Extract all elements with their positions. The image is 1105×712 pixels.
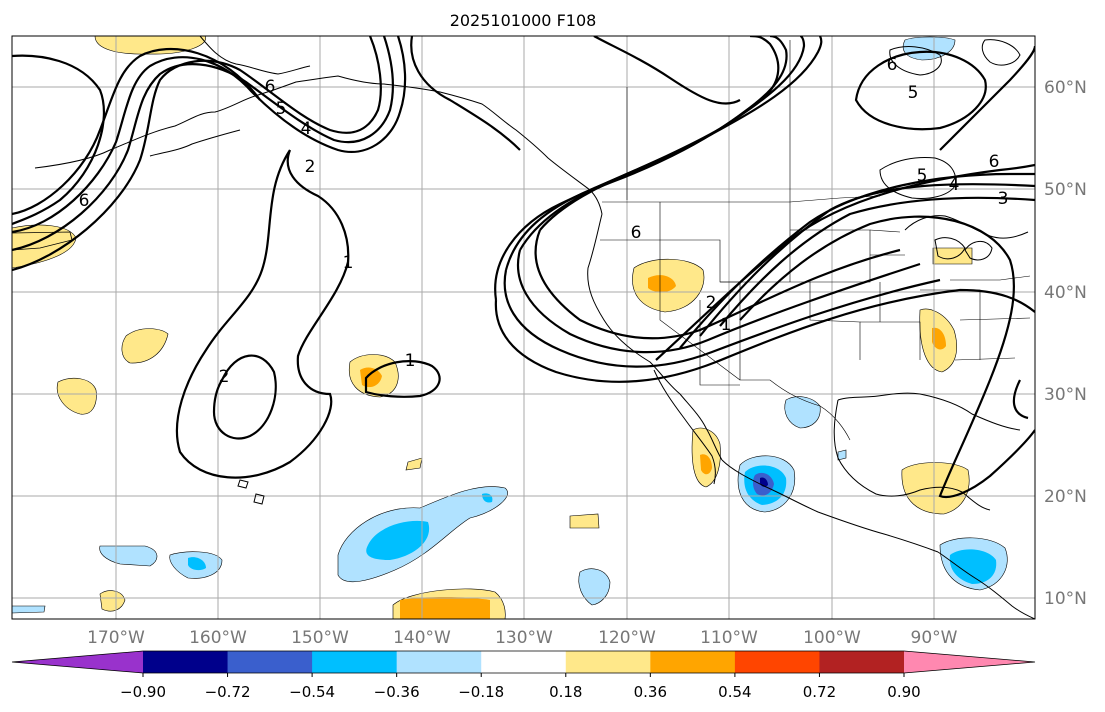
contour-label: 4: [949, 175, 960, 195]
lon-label: 160°W: [189, 628, 247, 648]
longitude-labels: 170°W 160°W 150°W 140°W 130°W 120°W 110°…: [87, 628, 958, 648]
colorbar-segment: [12, 651, 143, 673]
coastlines: [34, 36, 1035, 619]
lat-label: 20°N: [1044, 487, 1087, 507]
contour-label: 6: [631, 223, 642, 243]
contour-label: 2: [219, 367, 230, 387]
colorbar-segment: [904, 651, 1035, 673]
lon-label: 130°W: [495, 628, 553, 648]
colorbar-segment: [734, 651, 820, 673]
latitude-labels: 60°N 50°N 40°N 30°N 20°N 10°N: [1044, 78, 1087, 609]
contour-label: 5: [908, 83, 919, 103]
lat-label: 60°N: [1044, 78, 1087, 98]
contour-label: 1: [343, 253, 354, 273]
contour-label: 6: [989, 152, 1000, 172]
contour-label: 3: [998, 189, 1009, 209]
map-title: 2025101000 F108: [450, 11, 597, 30]
colorbar: −0.90 −0.72 −0.54 −0.36 −0.18 0.18 0.36 0.54 0.7…: [11, 650, 1036, 701]
colorbar-tick-label: −0.90: [120, 683, 166, 701]
lon-label: 140°W: [393, 628, 451, 648]
contour-label: 4: [301, 119, 312, 139]
map-frame: [11, 35, 1036, 620]
contour-label: 1: [721, 315, 732, 335]
lon-label: 110°W: [700, 628, 758, 648]
lat-label: 30°N: [1044, 385, 1087, 405]
contour-label: 6: [265, 77, 276, 97]
lat-label: 10°N: [1044, 589, 1087, 609]
lat-label: 40°N: [1044, 283, 1087, 303]
contour-label: 5: [917, 166, 928, 186]
map-panel: 6 5 4 2 6 1 2 1 6 2 1 6 5 4 3 6 5: [11, 35, 1036, 620]
colorbar-segment: [650, 651, 736, 673]
colorbar-tick-label: −0.18: [458, 683, 504, 701]
colorbar-tick-label: 0.54: [718, 683, 751, 701]
colorbar-tick-label: 0.36: [634, 683, 667, 701]
contour-label: 6: [79, 191, 90, 211]
colorbar-segment: [396, 651, 482, 673]
contour-label: 1: [405, 351, 416, 371]
lon-label: 170°W: [87, 628, 145, 648]
colorbar-tick-label: 0.18: [549, 683, 582, 701]
contour-label: 5: [276, 99, 287, 119]
colorbar-tick-label: −0.36: [374, 683, 420, 701]
contour-label: 2: [305, 157, 316, 177]
anomaly-shading: [12, 36, 1008, 619]
colorbar-segment: [143, 651, 229, 673]
colorbar-segment: [565, 651, 651, 673]
colorbar-tick-label: −0.72: [205, 683, 251, 701]
contour-label: 2: [706, 293, 717, 313]
lon-label: 120°W: [598, 628, 656, 648]
lon-label: 90°W: [911, 628, 958, 648]
colorbar-segment: [227, 651, 313, 673]
lon-label: 100°W: [803, 628, 861, 648]
colorbar-segment: [481, 651, 567, 673]
height-contours: [12, 36, 1035, 499]
lat-label: 50°N: [1044, 180, 1087, 200]
colorbar-tick-label: 0.90: [887, 683, 920, 701]
colorbar-segment: [819, 651, 905, 673]
graticule: [12, 36, 1035, 619]
colorbar-segment: [312, 651, 398, 673]
colorbar-tick-label: 0.72: [803, 683, 836, 701]
contour-value-labels: 6 5 4 2 6 1 2 1 6 2 1 6 5 4 3 6 5: [79, 55, 1009, 387]
contour-label: 6: [887, 55, 898, 75]
colorbar-tick-label: −0.54: [289, 683, 335, 701]
lon-label: 150°W: [291, 628, 349, 648]
